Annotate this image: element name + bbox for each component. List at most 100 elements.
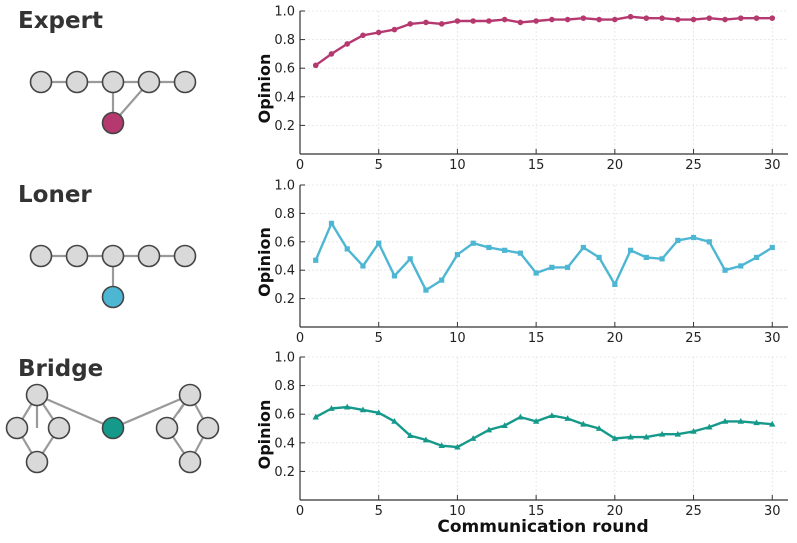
network-node bbox=[65, 244, 89, 268]
data-point bbox=[485, 426, 493, 433]
data-point bbox=[690, 16, 697, 23]
data-point bbox=[375, 409, 382, 416]
data-point bbox=[486, 18, 492, 24]
data-point bbox=[596, 16, 602, 23]
expert-highlight-node bbox=[101, 111, 125, 135]
data-point bbox=[722, 267, 728, 273]
data-point bbox=[470, 240, 476, 246]
x-tick-label: 15 bbox=[528, 504, 545, 519]
y-tick-label: 0.6 bbox=[274, 235, 295, 250]
data-point bbox=[422, 436, 430, 443]
y-axis-label: Opinion bbox=[255, 227, 274, 297]
network-node bbox=[178, 383, 202, 407]
data-point bbox=[706, 15, 713, 21]
loner-network-diagram bbox=[29, 244, 197, 309]
x-tick-label: 15 bbox=[528, 158, 545, 173]
data-point bbox=[659, 15, 665, 21]
y-tick-label: 0.4 bbox=[274, 436, 295, 451]
data-point bbox=[391, 273, 398, 279]
data-point bbox=[753, 254, 760, 261]
x-tick-label: 20 bbox=[607, 331, 624, 346]
loner-highlight-node bbox=[101, 285, 125, 309]
y-axis-label: Opinion bbox=[255, 400, 274, 470]
expert-network-diagram bbox=[29, 70, 197, 135]
data-point bbox=[627, 433, 634, 440]
series-line bbox=[315, 405, 773, 449]
data-point bbox=[548, 412, 556, 419]
network-edge bbox=[112, 393, 191, 430]
data-point bbox=[454, 18, 461, 24]
network-node bbox=[178, 450, 202, 474]
x-tick-label: 10 bbox=[449, 504, 466, 519]
data-point bbox=[658, 430, 666, 437]
network-node bbox=[101, 70, 125, 94]
data-point bbox=[722, 16, 728, 23]
data-point bbox=[517, 19, 524, 26]
network-node bbox=[101, 244, 125, 268]
data-point bbox=[737, 417, 744, 424]
data-point bbox=[407, 21, 413, 27]
data-point bbox=[549, 16, 555, 23]
data-point bbox=[564, 16, 571, 23]
x-tick-label: 5 bbox=[375, 158, 383, 173]
data-point bbox=[564, 415, 571, 421]
data-point bbox=[690, 427, 697, 434]
data-point bbox=[533, 270, 539, 276]
data-point bbox=[312, 62, 319, 69]
data-point bbox=[580, 244, 586, 251]
x-tick-label: 30 bbox=[764, 504, 781, 519]
y-tick-label: 0.8 bbox=[274, 33, 295, 48]
x-tick-label: 0 bbox=[296, 331, 304, 346]
network-node bbox=[196, 416, 220, 440]
data-point bbox=[580, 420, 587, 427]
network-node bbox=[25, 383, 49, 407]
data-point bbox=[454, 251, 461, 258]
data-point bbox=[769, 15, 776, 21]
data-point bbox=[344, 41, 351, 47]
x-tick-label: 20 bbox=[607, 158, 624, 173]
data-point bbox=[407, 256, 413, 262]
data-point bbox=[469, 435, 477, 441]
y-tick-label: 0.6 bbox=[274, 62, 295, 77]
y-tick-label: 0.4 bbox=[274, 90, 295, 105]
data-point bbox=[328, 51, 335, 57]
data-point bbox=[423, 287, 429, 293]
y-tick-label: 1.0 bbox=[274, 351, 295, 366]
series-line bbox=[314, 15, 773, 67]
network-node bbox=[5, 416, 29, 440]
data-point bbox=[769, 244, 775, 251]
data-point bbox=[376, 240, 382, 246]
data-point bbox=[643, 15, 650, 21]
network-node bbox=[173, 244, 197, 268]
data-point bbox=[595, 425, 603, 431]
x-tick-label: 25 bbox=[685, 504, 702, 519]
x-tick-label: 5 bbox=[375, 504, 383, 519]
y-tick-label: 0.2 bbox=[274, 119, 295, 134]
data-point bbox=[438, 21, 445, 27]
network-node bbox=[47, 416, 71, 440]
data-point bbox=[596, 254, 602, 261]
y-tick-label: 1.0 bbox=[274, 179, 295, 194]
bridge-opinion-chart: 0.2 0.4 0.6 0.8 1.0 0 5 10 15 20 25 30 Opinion Commun… bbox=[255, 351, 788, 537]
data-point bbox=[454, 443, 461, 450]
data-point bbox=[675, 16, 681, 23]
network-node bbox=[29, 70, 53, 94]
data-point bbox=[533, 18, 539, 24]
data-point bbox=[549, 264, 555, 270]
y-tick-label: 0.4 bbox=[274, 264, 295, 279]
y-tick-label: 0.2 bbox=[274, 465, 295, 480]
data-point bbox=[328, 220, 335, 226]
data-point bbox=[423, 19, 429, 26]
x-tick-label: 30 bbox=[764, 331, 781, 346]
x-tick-label: 25 bbox=[685, 331, 702, 346]
data-point bbox=[517, 250, 523, 256]
y-tick-label: 0.6 bbox=[274, 408, 295, 423]
data-point bbox=[706, 239, 712, 245]
data-point bbox=[737, 15, 744, 21]
network-node bbox=[155, 416, 179, 440]
data-point bbox=[313, 257, 319, 263]
data-point bbox=[375, 29, 382, 36]
data-point bbox=[611, 435, 619, 441]
data-point bbox=[643, 433, 650, 440]
x-tick-label: 30 bbox=[764, 158, 781, 173]
